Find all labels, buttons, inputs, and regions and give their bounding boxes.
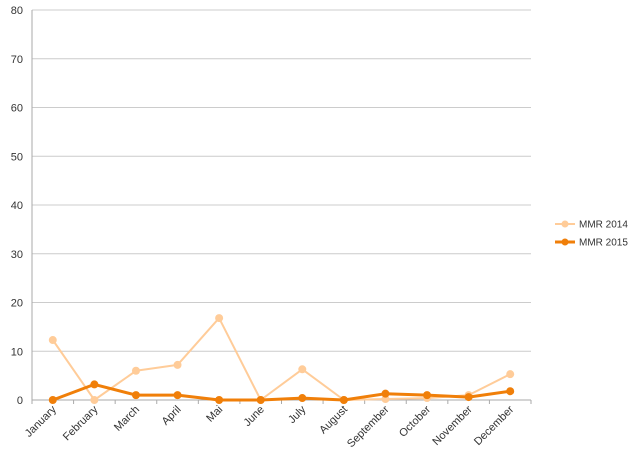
y-tick-label: 30: [11, 249, 23, 261]
x-tick-label: July: [286, 403, 309, 426]
x-tick-label: August: [317, 404, 350, 437]
x-tick-label: April: [160, 404, 184, 428]
y-tick-label: 0: [17, 395, 23, 407]
y-tick-label: 70: [11, 54, 23, 66]
x-tick-label: October: [397, 403, 433, 439]
data-point: [464, 393, 473, 402]
data-point: [506, 370, 515, 379]
data-point: [215, 396, 224, 404]
grid-lines: [31, 9, 532, 404]
series-line-1: [51, 317, 511, 401]
x-tick-label: June: [241, 404, 266, 429]
legend-swatch-marker: [561, 220, 569, 228]
data-point: [90, 380, 99, 389]
data-point: [298, 365, 307, 374]
y-axis-tick-labels: 0 10 20 30 40 50 60 70 80: [11, 5, 23, 407]
y-tick-label: 80: [11, 5, 23, 17]
x-tick-label: January: [23, 403, 60, 440]
y-tick-label: 40: [11, 200, 23, 212]
legend: MMR 2014 MMR 2015: [555, 220, 628, 249]
y-tick-label: 60: [11, 103, 23, 115]
x-tick-label: December: [472, 403, 517, 448]
data-point: [298, 394, 307, 403]
x-tick-label: March: [112, 404, 142, 434]
data-point: [423, 391, 432, 400]
x-tick-label: February: [61, 403, 101, 443]
legend-label: MMR 2014: [579, 220, 628, 231]
data-point: [215, 314, 224, 323]
data-point: [506, 387, 515, 396]
legend-label: MMR 2015: [579, 238, 628, 249]
y-tick-label: 10: [11, 346, 23, 358]
data-point: [48, 336, 57, 345]
data-point: [381, 389, 390, 398]
y-tick-label: 50: [11, 151, 23, 163]
x-axis-tick-labels: January February March April Mai June July Augu…: [23, 403, 517, 450]
data-point: [173, 360, 182, 369]
x-tick-label: Mai: [204, 404, 225, 425]
data-point: [131, 391, 140, 400]
data-point: [90, 396, 99, 404]
data-point: [48, 396, 57, 404]
data-point: [131, 366, 140, 375]
legend-swatch-marker: [561, 238, 569, 246]
y-tick-label: 20: [11, 298, 23, 310]
series-lines: [48, 314, 515, 404]
x-tick-label: November: [430, 403, 475, 448]
x-tick-label: September: [345, 403, 392, 450]
data-point: [173, 391, 182, 400]
series-line-2: [52, 382, 511, 402]
data-point: [256, 396, 265, 404]
data-point: [339, 396, 348, 404]
